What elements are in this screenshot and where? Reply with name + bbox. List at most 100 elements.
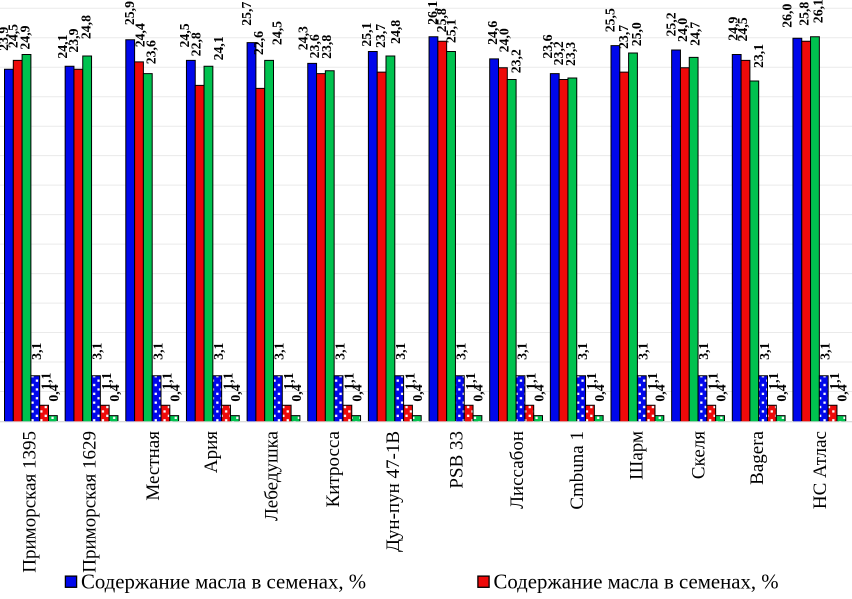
svg-text:26,0: 26,0: [780, 4, 795, 28]
svg-text:23,9: 23,9: [66, 28, 81, 52]
svg-text:3,1: 3,1: [272, 342, 287, 359]
svg-text:PSB 33: PSB 33: [446, 431, 467, 489]
svg-text:24,8: 24,8: [78, 15, 93, 39]
svg-text:Ария: Ария: [201, 431, 222, 473]
svg-text:1,1: 1,1: [402, 372, 417, 389]
svg-text:0,4: 0,4: [289, 384, 304, 401]
svg-text:1,1: 1,1: [342, 372, 357, 389]
svg-text:23,6: 23,6: [307, 34, 322, 58]
svg-text:3,1: 3,1: [514, 342, 529, 359]
svg-text:25,8: 25,8: [797, 2, 812, 26]
svg-text:1,1: 1,1: [706, 372, 721, 389]
svg-text:1,1: 1,1: [524, 372, 539, 389]
svg-text:25,0: 25,0: [629, 22, 644, 46]
svg-text:25,8: 25,8: [434, 8, 449, 32]
svg-text:0,4: 0,4: [168, 384, 183, 401]
svg-text:24,4: 24,4: [132, 23, 147, 47]
svg-text:3,1: 3,1: [818, 342, 833, 359]
svg-text:23,7: 23,7: [373, 24, 388, 48]
svg-text:24,1: 24,1: [55, 34, 70, 58]
svg-text:24,0: 24,0: [675, 18, 690, 42]
svg-text:1,1: 1,1: [281, 372, 296, 389]
svg-text:Скеля: Скеля: [689, 431, 710, 479]
svg-text:1,1: 1,1: [99, 372, 114, 389]
svg-text:Cmbuna 1: Cmbuna 1: [567, 431, 588, 510]
svg-text:25,5: 25,5: [603, 8, 618, 32]
svg-text:0,4: 0,4: [410, 384, 425, 401]
svg-text:0,4: 0,4: [349, 384, 364, 401]
svg-text:3,1: 3,1: [211, 342, 226, 359]
svg-text:23,8: 23,8: [319, 35, 334, 59]
svg-text:Приморская 1629: Приморская 1629: [80, 431, 101, 573]
svg-text:1,1: 1,1: [160, 372, 175, 389]
svg-text:Bagera: Bagera: [747, 430, 768, 484]
svg-text:НС Атлас: НС Атлас: [810, 431, 831, 509]
svg-text:25,1: 25,1: [444, 19, 459, 43]
svg-text:0,4: 0,4: [835, 384, 850, 401]
svg-text:Содержание масла в семенах, %: Содержание масла в семенах, %: [494, 571, 779, 594]
svg-text:24,8: 24,8: [388, 20, 403, 44]
svg-text:1,1: 1,1: [220, 372, 235, 389]
svg-text:23,2: 23,2: [551, 41, 566, 65]
svg-text:23,3: 23,3: [563, 42, 578, 66]
svg-text:3,1: 3,1: [575, 342, 590, 359]
svg-text:0,4: 0,4: [592, 384, 607, 401]
svg-text:25,2: 25,2: [663, 12, 678, 36]
svg-text:23,7: 23,7: [616, 25, 631, 49]
svg-text:24,3: 24,3: [295, 26, 310, 50]
svg-text:Китросса: Китросса: [323, 430, 344, 507]
svg-text:25,1: 25,1: [359, 22, 374, 46]
svg-text:0,4: 0,4: [107, 384, 122, 401]
svg-text:22,6: 22,6: [251, 31, 266, 55]
svg-text:24,9: 24,9: [726, 17, 741, 41]
svg-text:23,2: 23,2: [509, 49, 524, 73]
svg-text:Приморская 1395: Приморская 1395: [19, 431, 40, 573]
svg-text:3,1: 3,1: [332, 342, 347, 359]
svg-text:23,6: 23,6: [540, 34, 555, 58]
svg-text:0,4: 0,4: [774, 384, 789, 401]
svg-text:0,4: 0,4: [228, 384, 243, 401]
svg-text:3,1: 3,1: [454, 342, 469, 359]
svg-text:25,7: 25,7: [239, 2, 254, 26]
svg-text:26,1: 26,1: [425, 1, 440, 25]
svg-text:1,1: 1,1: [463, 372, 478, 389]
svg-text:1,1: 1,1: [38, 372, 53, 389]
svg-text:24,9: 24,9: [18, 25, 33, 49]
svg-text:3,1: 3,1: [29, 342, 44, 359]
svg-text:3,1: 3,1: [696, 342, 711, 359]
svg-text:24,5: 24,5: [177, 23, 192, 47]
svg-text:26,1: 26,1: [811, 0, 826, 23]
svg-text:0,4: 0,4: [653, 384, 668, 401]
svg-text:23,9: 23,9: [0, 27, 11, 51]
svg-text:Лебедушка: Лебедушка: [262, 430, 283, 521]
svg-text:22,8: 22,8: [189, 32, 204, 56]
svg-text:0,4: 0,4: [46, 384, 61, 401]
svg-text:23,1: 23,1: [751, 44, 766, 68]
svg-text:3,1: 3,1: [393, 342, 408, 359]
svg-text:25,9: 25,9: [122, 1, 137, 25]
svg-text:1,1: 1,1: [766, 372, 781, 389]
svg-text:3,1: 3,1: [150, 342, 165, 359]
svg-text:0,4: 0,4: [531, 384, 546, 401]
svg-text:24,0: 24,0: [497, 28, 512, 52]
svg-text:24,5: 24,5: [270, 21, 285, 45]
svg-text:3,1: 3,1: [90, 342, 105, 359]
svg-text:0,4: 0,4: [713, 384, 728, 401]
svg-text:1,1: 1,1: [827, 372, 842, 389]
svg-text:1,1: 1,1: [584, 372, 599, 389]
svg-text:Местная: Местная: [143, 431, 164, 501]
svg-text:24,5: 24,5: [6, 24, 21, 48]
svg-text:24,7: 24,7: [688, 22, 703, 46]
svg-text:Содержание масла в семенах, %: Содержание масла в семенах, %: [81, 571, 366, 594]
svg-text:Дун-пун 47-1В: Дун-пун 47-1В: [383, 431, 404, 552]
svg-text:Лиссабон: Лиссабон: [507, 431, 528, 509]
svg-text:1,1: 1,1: [645, 372, 660, 389]
svg-text:Шарм: Шарм: [626, 431, 647, 480]
svg-text:3,1: 3,1: [636, 342, 651, 359]
svg-text:24,6: 24,6: [485, 21, 500, 45]
svg-text:3,1: 3,1: [757, 342, 772, 359]
svg-text:0,4: 0,4: [471, 384, 486, 401]
svg-text:23,6: 23,6: [144, 40, 159, 64]
svg-text:24,1: 24,1: [211, 36, 226, 60]
svg-text:24,5: 24,5: [735, 17, 750, 41]
